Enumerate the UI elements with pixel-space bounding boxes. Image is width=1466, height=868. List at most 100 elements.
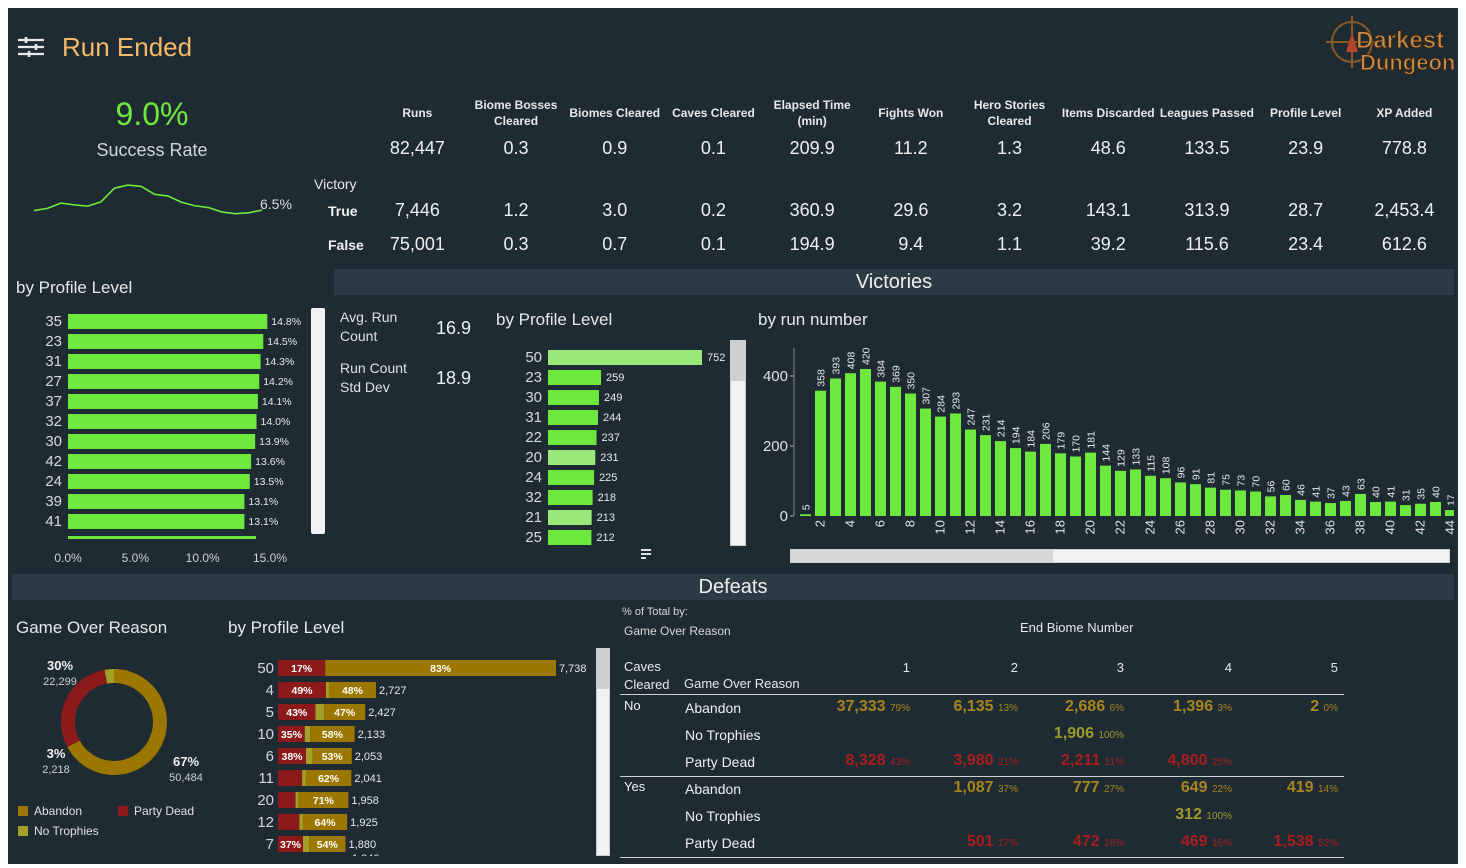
run-bar xyxy=(1280,495,1291,516)
vic-profile-level: 22 xyxy=(525,429,542,446)
run-bar xyxy=(875,381,886,516)
biome-column-header: 3 xyxy=(1116,660,1124,675)
sliders-icon[interactable] xyxy=(18,36,44,58)
legend-item: Party Dead xyxy=(118,804,194,818)
run-x-tick: 44 xyxy=(1443,520,1455,534)
metric-false-value: 115.6 xyxy=(1185,234,1229,254)
cell-count: 472 xyxy=(1072,833,1100,850)
victories-profile-scrollbar[interactable] xyxy=(730,340,746,546)
def-bar-gold-label: 53% xyxy=(322,751,344,763)
run-bar xyxy=(1055,453,1066,516)
cell-percent: 21% xyxy=(997,757,1018,768)
run-bar-label: 184 xyxy=(1026,430,1038,448)
vic-profile-bar xyxy=(548,350,702,365)
def-bar-gold-label: 62% xyxy=(318,773,340,785)
def-bar-total: 2,133 xyxy=(358,729,386,741)
vic-profile-level: 32 xyxy=(525,489,542,506)
def-bar-red-label: 49% xyxy=(291,685,313,697)
def-bar-gold-label: 71% xyxy=(313,795,335,807)
caves-cleared-group: No xyxy=(624,698,641,713)
def-bar-gold xyxy=(312,748,352,764)
biome-column-header: 2 xyxy=(1010,660,1018,675)
table-value-cell: 501 17% xyxy=(898,833,1018,851)
vic-profile-level: 50 xyxy=(525,349,542,366)
run-bar xyxy=(890,386,901,516)
run-bar-label: 46 xyxy=(1296,484,1308,496)
metric-total-value: 23.9 xyxy=(1288,138,1324,158)
def-bar-total: 2,053 xyxy=(355,751,383,763)
metric-header: Runs xyxy=(368,96,467,130)
run-bar xyxy=(1355,493,1366,516)
run-chart-scrollbar[interactable] xyxy=(790,549,1450,563)
cell-count: 649 xyxy=(1180,779,1208,796)
run-bar xyxy=(920,408,931,516)
biome-column-header: 4 xyxy=(1224,660,1232,675)
run-bar-label: 170 xyxy=(1071,435,1083,453)
run-x-tick: 38 xyxy=(1353,520,1368,534)
dashboard: Run Ended Darkest Dungeon 9.0% Success R… xyxy=(8,8,1458,864)
def-bar-red xyxy=(278,704,316,720)
run-bar-label: 231 xyxy=(981,413,993,431)
run-bar-label: 35 xyxy=(1416,488,1428,500)
pct-axis-tick: 15.0% xyxy=(253,551,287,564)
vic-profile-value: 249 xyxy=(604,392,622,404)
def-bar-olive xyxy=(304,726,311,742)
biome-column-header: 5 xyxy=(1330,660,1338,675)
metric-header-text: Biome Bosses Cleared xyxy=(474,98,558,128)
run-bar xyxy=(1385,501,1396,516)
def-profile-level: 50 xyxy=(257,660,274,677)
cell-percent: 17% xyxy=(997,838,1018,849)
run-bar-label: 181 xyxy=(1086,431,1098,449)
run-x-tick: 12 xyxy=(963,520,978,534)
run-bar-label: 358 xyxy=(816,369,828,387)
donut-count-label: 2,218 xyxy=(42,764,70,776)
cell-percent: 100% xyxy=(1206,811,1232,822)
metric-header: Elapsed Time (min) xyxy=(763,96,862,130)
run-y-tick: 400 xyxy=(763,368,788,385)
metric-header-text: Biomes Cleared xyxy=(569,106,661,120)
cell-percent: 52% xyxy=(1317,838,1338,849)
def-bar-red xyxy=(278,682,327,698)
table-value-cell: 4,800 25% xyxy=(1112,752,1232,770)
legend-item: Abandon xyxy=(18,804,82,818)
caves-cleared-group: Yes xyxy=(624,779,646,794)
cell-percent: 6% xyxy=(1109,703,1124,714)
run-bar-label: 307 xyxy=(921,387,933,405)
def-bar-olive xyxy=(302,836,310,852)
run-bar xyxy=(1010,448,1021,516)
metric-false-value: 75,001 xyxy=(389,234,445,254)
table-icon[interactable] xyxy=(640,548,652,560)
run-bar xyxy=(980,435,991,516)
metric-total-value: 0.3 xyxy=(503,138,529,158)
run-bar xyxy=(1145,475,1156,516)
def-bar-total: 1,880 xyxy=(349,839,377,851)
metric-header-text: XP Added xyxy=(1376,106,1433,120)
cell-percent: 79% xyxy=(889,703,910,714)
profile-pct-scrollbar[interactable] xyxy=(311,308,325,534)
defeats-profile-scrollbar[interactable] xyxy=(596,648,610,856)
def-profile-level: 12 xyxy=(257,814,274,831)
legend-swatch xyxy=(18,806,28,816)
profile-level-label: 32 xyxy=(45,413,62,430)
end-biome-header: End Biome Number xyxy=(1020,620,1134,635)
vic-profile-bar xyxy=(548,450,596,465)
metric-header: Biome Bosses Cleared xyxy=(467,96,566,130)
run-bar-label: 206 xyxy=(1041,422,1053,440)
vic-profile-level: 30 xyxy=(525,389,542,406)
run-bar-label: 41 xyxy=(1386,486,1398,498)
profile-level-label: 30 xyxy=(45,433,62,450)
profile-pct-bar xyxy=(68,454,252,469)
cell-count: 1,538 xyxy=(1273,833,1314,850)
def-profile-level: 6 xyxy=(266,748,274,765)
cell-count: 2 xyxy=(1310,698,1320,715)
metric-total-value: 209.9 xyxy=(789,138,835,158)
run-bar xyxy=(860,369,871,516)
profile-pct-bar xyxy=(68,434,256,449)
darkest-dungeon-logo: Darkest Dungeon xyxy=(1316,12,1456,84)
def-bar-gold xyxy=(309,836,346,852)
reason-header: Game Over Reason xyxy=(684,676,800,691)
run-bar-label: 73 xyxy=(1236,475,1248,487)
success-rate-label: Success Rate xyxy=(96,140,208,160)
victory-label: Victory xyxy=(314,176,357,192)
run-x-tick: 2 xyxy=(813,520,828,527)
